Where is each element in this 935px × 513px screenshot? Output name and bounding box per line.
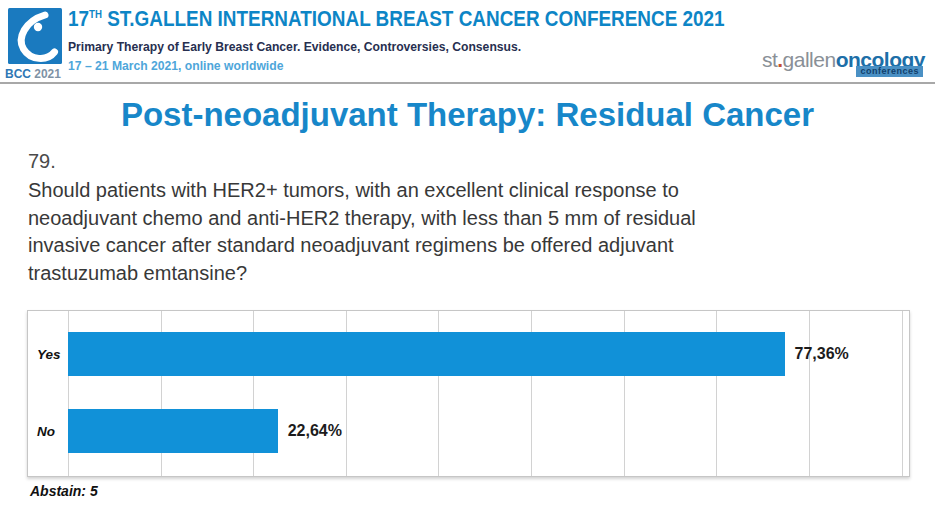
question-text: Should patients with HER2+ tumors, with … <box>28 177 900 287</box>
conference-title: 17TH ST.GALLEN INTERNATIONAL BREAST CANC… <box>68 7 725 32</box>
conference-title-rest: ST.GALLEN INTERNATIONAL BREAST CANCER CO… <box>102 7 725 31</box>
bar-category-label: Yes <box>37 347 61 362</box>
bcc-drop-icon <box>8 8 62 66</box>
logo-gallen: gallen <box>783 48 836 71</box>
bar-row: Yes 77,36% <box>28 332 909 376</box>
abstain-count: Abstain: 5 <box>30 483 98 499</box>
logo-conferences-badge: conferences <box>856 66 923 77</box>
conference-title-number: 17 <box>68 7 89 31</box>
conference-header: BCC 2021 17TH ST.GALLEN INTERNATIONAL BR… <box>0 0 935 82</box>
bar-value-label: 22,64% <box>288 422 342 440</box>
stgallen-oncology-logo: st.gallenoncology conferences <box>762 48 925 72</box>
question-number: 79. <box>28 150 56 173</box>
bar-category-label: No <box>37 424 55 439</box>
header-divider <box>0 82 935 84</box>
conference-title-sup: TH <box>89 8 102 20</box>
bar-track: 77,36% <box>68 332 909 376</box>
slide-title: Post-neoadjuvant Therapy: Residual Cance… <box>0 96 935 134</box>
chart-rows: Yes 77,36% No 22,64% <box>28 332 909 486</box>
poll-results-chart: Yes 77,36% No 22,64% <box>27 310 910 477</box>
question-line: neoadjuvant chemo and anti-HER2 therapy,… <box>28 205 900 233</box>
bcc-logo-year: 2021 <box>34 66 61 81</box>
bcc-logo-label: BCC 2021 <box>5 66 61 81</box>
bar-value-label: 77,36% <box>795 345 849 363</box>
question-line: Should patients with HER2+ tumors, with … <box>28 177 900 205</box>
question-line: trastuzumab emtansine? <box>28 260 900 288</box>
bar-row: No 22,64% <box>28 409 909 453</box>
bcc-logo-bold: BCC <box>5 66 31 81</box>
bar <box>68 332 785 376</box>
conference-subtitle: Primary Therapy of Early Breast Cancer. … <box>68 39 740 54</box>
bar-track: 22,64% <box>68 409 909 453</box>
question-line: invasive cancer after standard neoadjuva… <box>28 232 900 260</box>
logo-st: st <box>762 48 777 71</box>
bcc-logo <box>8 8 62 66</box>
conference-dates: 17 – 21 March 2021, online worldwide <box>68 58 740 73</box>
header-text-block: 17TH ST.GALLEN INTERNATIONAL BREAST CANC… <box>68 7 814 73</box>
bar <box>68 409 278 453</box>
